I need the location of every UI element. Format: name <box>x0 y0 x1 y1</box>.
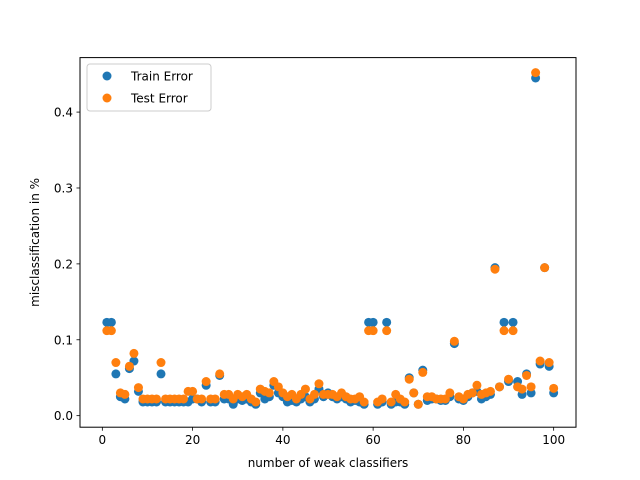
data-point <box>300 384 310 394</box>
data-point <box>124 361 134 371</box>
legend-marker-test <box>102 93 112 103</box>
y-tick-label: 0.0 <box>54 409 73 423</box>
data-point <box>314 379 324 389</box>
y-axis-label: misclassification in % <box>28 178 42 307</box>
data-point <box>409 388 419 398</box>
data-point <box>179 394 189 404</box>
legend: Train Error Test Error <box>86 63 212 112</box>
x-axis-label: number of weak classifiers <box>248 456 409 470</box>
legend-box <box>86 63 212 112</box>
data-point <box>359 397 369 407</box>
data-point <box>251 397 261 407</box>
data-point <box>549 383 559 393</box>
x-tick-label: 80 <box>456 433 471 447</box>
x-tick-label: 0 <box>99 433 107 447</box>
data-point <box>156 358 166 368</box>
data-point <box>201 377 211 387</box>
data-point <box>508 326 518 336</box>
data-point <box>517 384 527 394</box>
y-axis: 0.0 0.1 0.2 0.3 0.4 <box>54 106 80 423</box>
legend-marker-train <box>102 71 112 81</box>
y-tick-label: 0.3 <box>54 181 73 195</box>
data-point <box>495 382 505 392</box>
legend-label-train: Train Error <box>130 70 193 84</box>
y-tick-label: 0.4 <box>54 106 73 120</box>
data-point <box>490 264 500 274</box>
series-train-error <box>102 73 559 409</box>
data-point <box>467 388 477 398</box>
data-point <box>522 370 532 380</box>
data-point <box>540 263 550 273</box>
data-point <box>499 326 509 336</box>
data-point <box>133 383 143 393</box>
y-tick-label: 0.1 <box>54 333 73 347</box>
data-point <box>129 348 139 358</box>
data-point <box>210 394 220 404</box>
data-point <box>499 317 509 327</box>
data-point <box>382 317 392 327</box>
x-tick-label: 100 <box>542 433 565 447</box>
data-point <box>472 380 482 390</box>
data-point <box>544 358 554 368</box>
data-point <box>215 369 225 379</box>
legend-label-test: Test Error <box>130 92 188 106</box>
data-point <box>368 317 378 327</box>
data-point <box>111 369 121 379</box>
data-point <box>197 394 207 404</box>
x-tick-label: 40 <box>275 433 290 447</box>
data-point <box>531 68 541 78</box>
data-point <box>120 389 130 399</box>
data-point <box>449 336 459 346</box>
x-tick-label: 20 <box>185 433 200 447</box>
data-point <box>106 326 116 336</box>
x-axis: 0 20 40 60 80 100 <box>99 427 565 447</box>
data-point <box>404 374 414 384</box>
data-point <box>106 317 116 327</box>
data-point <box>508 317 518 327</box>
data-point <box>526 382 536 392</box>
data-point <box>188 386 198 396</box>
data-point <box>151 394 161 404</box>
data-point <box>156 369 166 379</box>
data-point <box>382 326 392 336</box>
plot-frame <box>79 57 577 428</box>
points-layer <box>102 68 559 409</box>
series-test-error <box>102 68 559 409</box>
data-point <box>309 389 319 399</box>
data-point <box>111 358 121 368</box>
data-point <box>418 367 428 377</box>
data-point <box>504 374 514 384</box>
data-point <box>386 397 396 407</box>
y-tick-label: 0.2 <box>54 257 73 271</box>
data-point <box>400 397 410 407</box>
x-tick-label: 60 <box>365 433 380 447</box>
data-point <box>485 386 495 396</box>
data-point <box>368 326 378 336</box>
data-point <box>377 394 387 404</box>
data-point <box>445 388 455 398</box>
data-point <box>264 388 274 398</box>
data-point <box>413 399 423 409</box>
data-point <box>535 356 545 366</box>
